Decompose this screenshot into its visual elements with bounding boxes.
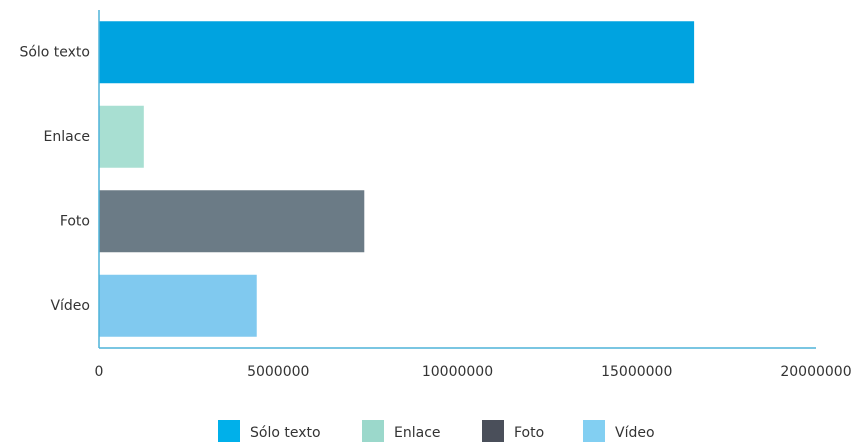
x-tick-label: 10000000 xyxy=(422,364,493,380)
legend-label: Vídeo xyxy=(615,425,655,441)
y-tick-label: Vídeo xyxy=(50,298,90,314)
bar xyxy=(99,105,144,168)
y-tick-label: Enlace xyxy=(44,129,91,145)
x-tick-label: 20000000 xyxy=(780,364,851,380)
x-tick-label: 0 xyxy=(95,364,104,380)
x-tick-label: 15000000 xyxy=(601,364,672,380)
legend-swatch xyxy=(218,420,240,442)
legend-label: Sólo texto xyxy=(250,425,321,441)
legend-swatch xyxy=(482,420,504,442)
legend-label: Enlace xyxy=(394,425,441,441)
bar xyxy=(99,274,257,337)
legend-swatch xyxy=(362,420,384,442)
legend-label: Foto xyxy=(514,425,544,441)
bar xyxy=(99,190,365,253)
x-tick-label: 5000000 xyxy=(247,364,309,380)
bar xyxy=(99,21,695,84)
y-tick-label: Foto xyxy=(60,213,90,229)
legend-swatch xyxy=(583,420,605,442)
y-tick-label: Sólo texto xyxy=(19,44,90,60)
